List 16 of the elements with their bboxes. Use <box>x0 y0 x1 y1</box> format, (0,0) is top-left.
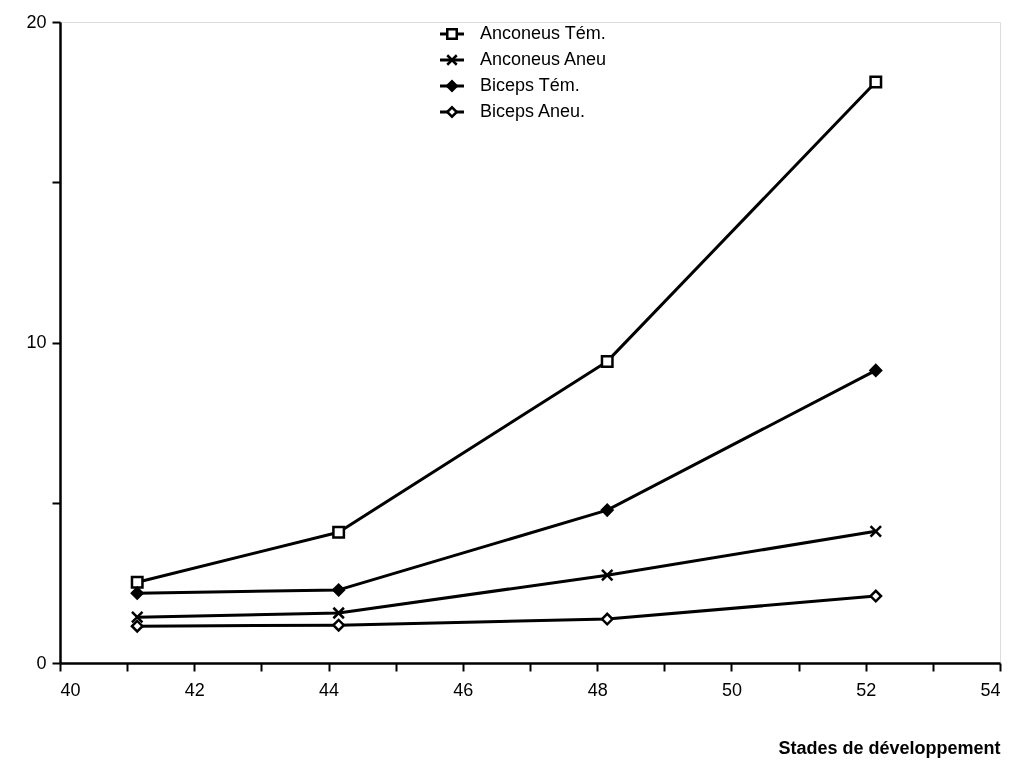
legend-label: Anconeus Aneu <box>480 49 607 69</box>
x-tick-label: 54 <box>980 679 1001 700</box>
x-tick-label: 52 <box>856 679 877 700</box>
x-tick-label: 40 <box>60 679 81 700</box>
x-tick-label: 48 <box>587 679 608 700</box>
legend-label: Anconeus Tém. <box>480 23 606 43</box>
legend-label: Biceps Aneu. <box>480 101 586 121</box>
y-tick-label: 10 <box>26 332 47 352</box>
y-tick-label: 20 <box>26 11 47 32</box>
x-tick-label: 46 <box>453 679 474 700</box>
y-tick-label: 0 <box>36 652 47 673</box>
x-tick-label: 50 <box>721 679 742 700</box>
x-tick-label: 42 <box>184 679 205 700</box>
x-tick-label: 44 <box>319 679 340 700</box>
legend-label: Biceps Tém. <box>480 75 580 95</box>
x-axis-title: Stades de développement <box>778 737 1001 758</box>
